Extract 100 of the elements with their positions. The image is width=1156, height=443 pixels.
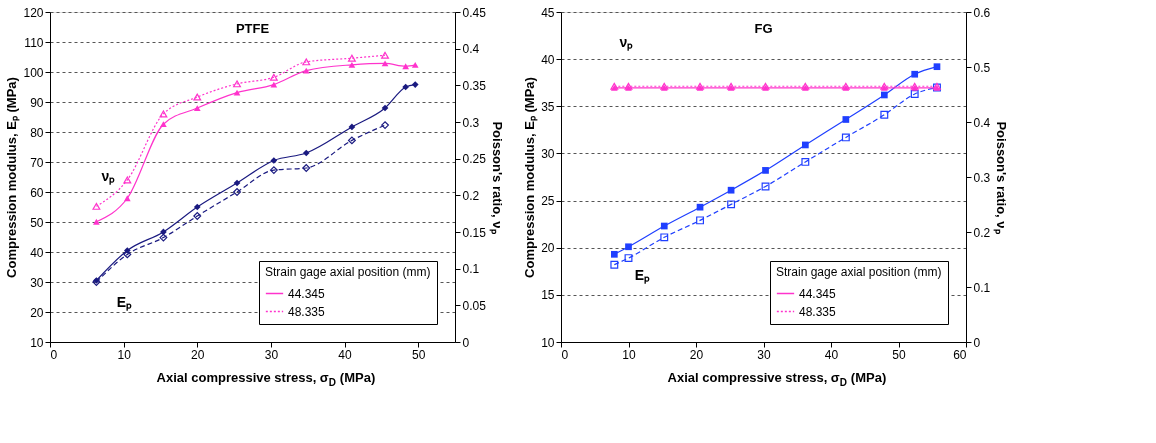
point <box>411 61 419 68</box>
y-tick-label: 15 <box>541 288 555 303</box>
point <box>347 136 356 145</box>
point <box>193 105 201 111</box>
point <box>802 141 809 149</box>
x-tick-label: 10 <box>117 347 132 362</box>
point <box>696 216 704 225</box>
y-tick-label: 70 <box>30 155 44 170</box>
x-tick-label: 20 <box>689 347 704 362</box>
y-tick-label: 120 <box>23 5 44 20</box>
legend-label: 44.345 <box>288 286 326 301</box>
y-tick-label: 30 <box>541 146 555 161</box>
y2-axis-title: Poisson's ratio, νₚ <box>993 121 1010 234</box>
point <box>193 203 201 211</box>
y-tick-label: 100 <box>23 65 44 80</box>
point <box>92 202 101 210</box>
y2-tick-label: 0.15 <box>462 225 487 240</box>
point <box>610 250 618 258</box>
point <box>762 167 769 174</box>
point <box>348 123 356 131</box>
point <box>160 121 167 128</box>
y2-tick-label: 0.45 <box>462 5 487 20</box>
point <box>381 104 389 112</box>
y2-tick-label: 0.1 <box>973 280 991 295</box>
legend-label: 48.335 <box>799 304 837 319</box>
y-tick-label: 30 <box>30 275 44 290</box>
x-tick-label: 10 <box>622 347 636 362</box>
point <box>233 179 241 187</box>
point <box>159 110 168 118</box>
x-tick-label: 50 <box>892 347 906 362</box>
annotation: Eₚ <box>116 293 133 311</box>
point <box>841 133 850 142</box>
annotation: νₚ <box>619 33 634 51</box>
point <box>269 73 278 81</box>
point <box>660 233 669 242</box>
y2-tick-label: 0 <box>462 335 470 350</box>
y-tick-label: 110 <box>24 35 44 50</box>
annotation: Eₚ <box>634 267 650 285</box>
y2-axis-title: Poisson's ratio, νₚ <box>488 121 505 234</box>
point <box>233 89 241 96</box>
point <box>269 166 278 175</box>
point <box>933 63 941 71</box>
point <box>270 81 278 88</box>
point <box>880 91 888 99</box>
point <box>727 186 735 194</box>
point <box>880 110 889 119</box>
legend-label: 48.335 <box>288 304 326 319</box>
y2-tick-label: 0.4 <box>462 42 480 57</box>
point <box>193 212 202 220</box>
point <box>727 200 736 209</box>
point <box>93 218 100 225</box>
y-tick-label: 25 <box>541 194 555 209</box>
y-tick-label: 10 <box>541 335 555 350</box>
annotation: νₚ <box>101 167 116 185</box>
y-tick-label: 40 <box>541 52 555 67</box>
y-tick-label: 10 <box>30 335 44 350</box>
y2-tick-label: 0 <box>973 335 981 350</box>
point <box>402 83 410 91</box>
y2-tick-label: 0.6 <box>973 5 991 20</box>
x-tick-label: 40 <box>824 347 839 362</box>
point <box>761 182 770 191</box>
y2-tick-label: 0.4 <box>973 115 991 130</box>
x-tick-label: 60 <box>953 347 967 362</box>
legend-title: Strain gage axial position (mm) <box>776 265 942 279</box>
point <box>193 93 202 101</box>
y-tick-label: 40 <box>30 245 44 260</box>
point <box>610 260 619 269</box>
y-axis-title: Compression modulus, Eₚ (MPa) <box>522 77 539 278</box>
y2-tick-label: 0.2 <box>973 225 991 240</box>
x-tick-label: 30 <box>757 347 771 362</box>
y-tick-label: 20 <box>30 305 44 320</box>
y-tick-label: 60 <box>30 185 44 200</box>
point <box>660 222 668 230</box>
point <box>801 157 810 166</box>
point <box>270 157 278 164</box>
point <box>411 81 419 88</box>
y2-tick-label: 0.05 <box>462 298 487 313</box>
legend-title: Strain gage axial position (mm) <box>265 265 431 279</box>
y-tick-label: 50 <box>30 215 44 230</box>
point <box>624 254 633 263</box>
y-tick-label: 35 <box>541 99 555 114</box>
point <box>381 121 389 130</box>
point <box>381 60 389 67</box>
point <box>302 58 311 66</box>
y2-tick-label: 0.25 <box>462 152 487 167</box>
point <box>302 67 310 74</box>
point <box>348 61 356 68</box>
point <box>302 164 311 172</box>
x-tick-label: 50 <box>412 347 426 362</box>
y2-tick-label: 0.3 <box>462 115 480 130</box>
point <box>347 54 356 62</box>
point <box>842 116 850 123</box>
point <box>381 51 389 59</box>
text: FG <box>754 21 773 36</box>
point <box>911 70 919 78</box>
y-tick-label: 80 <box>30 125 44 140</box>
point <box>159 233 168 242</box>
y2-tick-label: 0.35 <box>462 78 487 93</box>
point <box>123 195 131 202</box>
point <box>625 243 632 251</box>
